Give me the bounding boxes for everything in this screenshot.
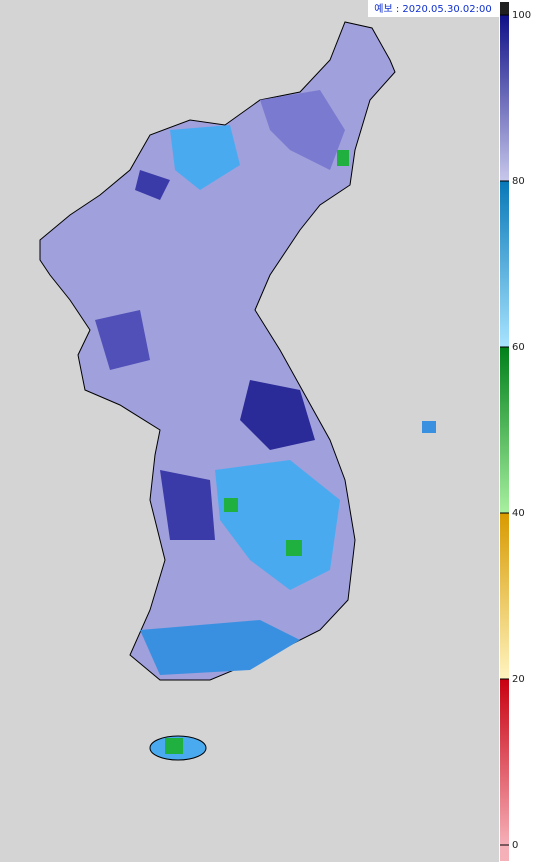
tick-label: 40	[512, 508, 525, 519]
colorbar-segment	[500, 679, 509, 845]
colorbar-segment	[500, 347, 509, 513]
colorbar-segment	[500, 513, 509, 679]
colorbar: 0 20 40 60 80 100	[500, 2, 531, 861]
humidity-fields	[95, 90, 436, 754]
colorbar-segment	[500, 181, 509, 347]
tick-label: 0	[512, 840, 518, 851]
tick-label: 60	[512, 342, 525, 353]
tick-label: 100	[512, 10, 531, 21]
stamp-box	[368, 0, 499, 17]
tick-label: 80	[512, 176, 525, 187]
colorbar-segment	[500, 15, 509, 181]
colorbar-bottom	[500, 845, 509, 861]
forecast-time: 예보 : 2020.05.30.02:00	[374, 3, 491, 15]
tick-label: 20	[512, 674, 525, 685]
colorbar-top	[500, 2, 509, 15]
